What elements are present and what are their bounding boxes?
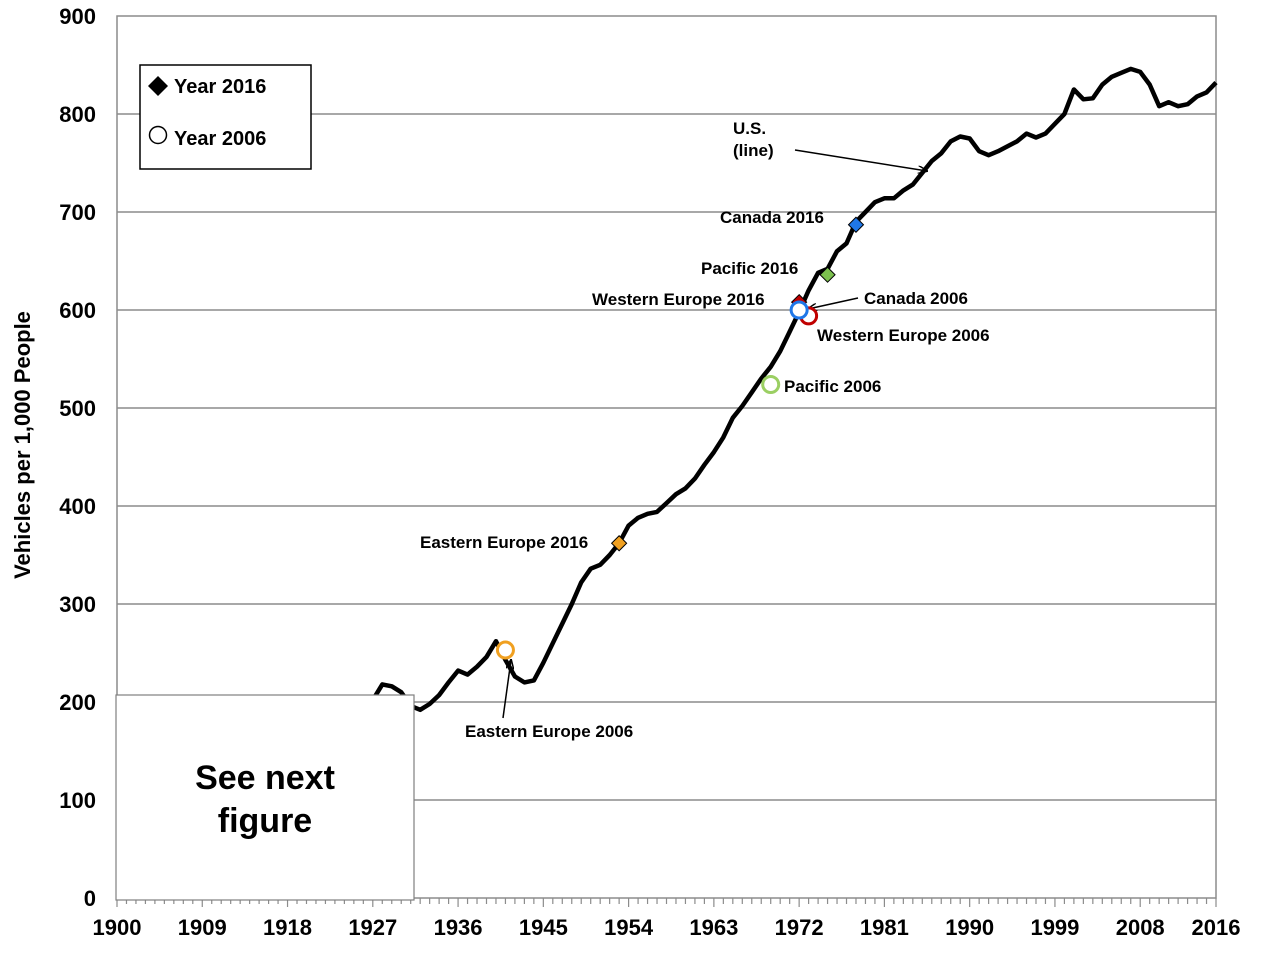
- y-tick-label: 800: [59, 102, 96, 127]
- label-pacific-2006: Pacific 2006: [784, 377, 881, 396]
- y-tick-label: 0: [84, 886, 96, 911]
- legend-circle-icon: [148, 125, 168, 145]
- x-tick-label: 1909: [178, 915, 227, 940]
- x-tick-label: 2008: [1116, 915, 1165, 940]
- label-canada-2016: Canada 2016: [720, 208, 824, 227]
- x-tick-label: 1981: [860, 915, 909, 940]
- y-tick-label: 900: [59, 4, 96, 29]
- legend-label-2006: Year 2006: [174, 128, 266, 150]
- label-canada-2006: Canada 2006: [864, 289, 968, 308]
- y-tick-label: 100: [59, 788, 96, 813]
- x-axis-ticks: 1900 1909 1918 1927 1936 1945 1954 1963 1972 1981…: [93, 898, 1241, 940]
- x-tick-label: 1945: [519, 915, 568, 940]
- x-tick-label: 1972: [775, 915, 824, 940]
- y-axis-ticks: 0 100 200 300 400 500 600 700 800 900: [59, 4, 96, 911]
- us-series-label-line2: (line): [733, 141, 774, 160]
- label-pacific-2016: Pacific 2016: [701, 259, 798, 278]
- x-tick-label: 1954: [604, 915, 654, 940]
- label-eastern-europe-2006: Eastern Europe 2006: [465, 722, 633, 741]
- legend-label-2016: Year 2016: [174, 76, 266, 98]
- see-next-figure-text-line2: figure: [218, 802, 312, 840]
- x-tick-label: 1999: [1030, 915, 1079, 940]
- eastern-europe-2006-leader-arrow: [502, 660, 511, 719]
- see-next-figure-text-line1: See next: [195, 759, 335, 797]
- label-eastern-europe-2016: Eastern Europe 2016: [420, 533, 588, 552]
- marker-eastern-europe-2016: [610, 535, 628, 552]
- x-tick-label: 2016: [1192, 915, 1241, 940]
- y-tick-label: 300: [59, 592, 96, 617]
- legend-diamond-icon: [148, 76, 168, 96]
- legend: Year 2016 Year 2006: [139, 64, 312, 170]
- marker-pacific-2006: [761, 374, 781, 394]
- x-tick-label: 1918: [263, 915, 312, 940]
- x-tick-label: 1990: [945, 915, 994, 940]
- y-axis-label: Vehicles per 1,000 People: [10, 311, 35, 579]
- y-tick-label: 500: [59, 396, 96, 421]
- y-tick-label: 700: [59, 200, 96, 225]
- us-line-leader-arrow: [794, 149, 927, 171]
- canada-2006-leader-arrow: [808, 297, 859, 309]
- marker-canada-2006: [789, 300, 809, 320]
- region-markers: [495, 216, 865, 660]
- label-western-europe-2006: Western Europe 2006: [817, 326, 990, 345]
- x-tick-label: 1900: [93, 915, 142, 940]
- label-western-europe-2016: Western Europe 2016: [592, 290, 765, 309]
- us-series-label-line1: U.S.: [733, 119, 766, 138]
- x-tick-label: 1927: [348, 915, 397, 940]
- series-line-us: [370, 66, 1218, 713]
- legend-box: [139, 64, 312, 170]
- marker-pacific-2016: [819, 266, 836, 283]
- x-tick-label: 1963: [689, 915, 738, 940]
- y-tick-label: 600: [59, 298, 96, 323]
- marker-eastern-europe-2006: [495, 640, 515, 660]
- x-tick-label: 1936: [434, 915, 483, 940]
- y-tick-label: 400: [59, 494, 96, 519]
- y-tick-label: 200: [59, 690, 96, 715]
- marker-canada-2016: [847, 216, 865, 233]
- see-next-figure-box: [115, 694, 415, 901]
